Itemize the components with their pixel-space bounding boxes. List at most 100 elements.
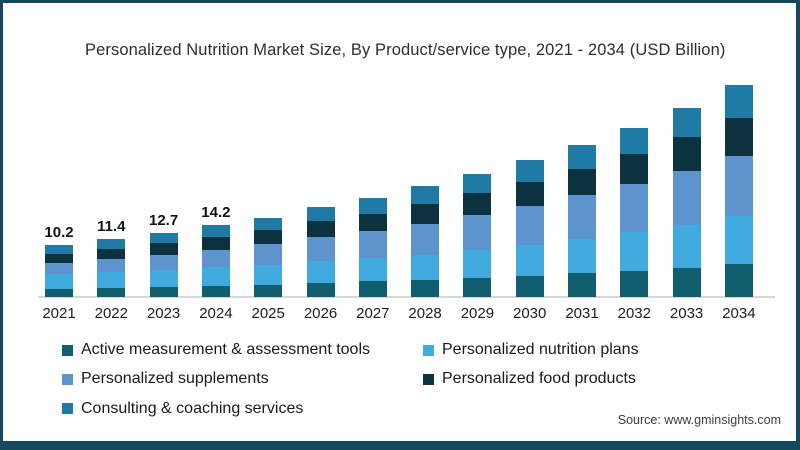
- bar-segment: [149, 254, 178, 270]
- bar-segment: [45, 245, 73, 254]
- bar-value-label: 11.4: [97, 218, 126, 236]
- bar-segment: [620, 154, 649, 184]
- bar-2030: [515, 160, 544, 297]
- bar-2027: [358, 198, 387, 297]
- bar-segment: [306, 282, 335, 297]
- bar-value-label: 12.7: [148, 211, 179, 229]
- bar-segment: [45, 273, 73, 289]
- x-tick-label: 2026: [303, 305, 338, 322]
- bar-segment: [620, 127, 649, 155]
- bar-2021: [45, 245, 73, 297]
- x-axis-line: [38, 296, 775, 298]
- legend-item: Personalized supplements: [62, 370, 269, 388]
- bar-segment: [463, 215, 492, 251]
- legend-swatch: [62, 403, 73, 415]
- bar-segment: [97, 239, 126, 249]
- legend-swatch: [62, 344, 73, 356]
- bar-value-label: 10.2: [44, 224, 74, 242]
- bar-segment: [254, 244, 283, 265]
- bar-segment: [201, 249, 230, 268]
- bar-segment: [672, 267, 701, 297]
- bar-segment: [724, 85, 753, 119]
- bar-segment: [620, 232, 649, 271]
- bar-segment: [515, 181, 544, 207]
- bar-segment: [45, 253, 73, 263]
- bar-2022: [97, 239, 126, 297]
- bar-segment: [568, 273, 596, 297]
- bar-segment: [149, 243, 178, 255]
- bar-segment: [672, 137, 701, 171]
- x-tick-label: 2029: [460, 305, 495, 322]
- legend-item: Personalized food products: [423, 370, 636, 387]
- bar-2023: [149, 232, 178, 297]
- bar-segment: [358, 198, 387, 214]
- x-tick-label: 2034: [722, 305, 756, 322]
- bar-segment: [515, 160, 544, 182]
- bar-segment: [149, 286, 178, 297]
- bar-2026: [306, 207, 335, 297]
- legend-label: Personalized nutrition plans: [442, 341, 639, 358]
- bar-segment: [515, 206, 544, 245]
- bar-segment: [620, 270, 649, 297]
- bar-segment: [411, 223, 440, 255]
- chart-title: Personalized Nutrition Market Size, By P…: [85, 41, 726, 59]
- bar-segment: [358, 258, 387, 282]
- bar-segment: [97, 287, 126, 297]
- bar-segment: [568, 144, 596, 169]
- bar-segment: [97, 258, 126, 272]
- bar-segment: [97, 248, 126, 259]
- bar-segment: [45, 288, 73, 297]
- source-text: Source: www.gminsights.com: [617, 413, 781, 427]
- legend-item: Consulting & coaching services: [62, 399, 304, 417]
- bar-segment: [201, 285, 230, 297]
- x-tick-label: 2024: [199, 305, 233, 322]
- bar-segment: [411, 186, 440, 205]
- bar-segment: [515, 275, 544, 297]
- bar-segment: [45, 262, 73, 274]
- bar-segment: [149, 269, 178, 287]
- x-tick-label: 2028: [408, 305, 442, 322]
- bar-segment: [724, 118, 753, 157]
- bar-2025: [254, 217, 283, 297]
- bar-segment: [306, 207, 335, 222]
- bar-segment: [463, 250, 492, 278]
- bar-segment: [724, 216, 753, 265]
- bar-segment: [411, 279, 440, 297]
- x-tick-label: 2022: [94, 305, 128, 322]
- bar-segment: [306, 221, 335, 238]
- legend-label: Consulting & coaching services: [81, 399, 304, 417]
- bar-segment: [149, 232, 178, 244]
- bar-segment: [568, 195, 596, 239]
- x-tick-label: 2030: [513, 305, 547, 322]
- bar-segment: [463, 193, 492, 216]
- bar-2024: [201, 225, 230, 297]
- legend-swatch: [423, 373, 434, 385]
- x-tick-label: 2025: [251, 305, 285, 322]
- legend-label: Active measurement & assessment tools: [81, 341, 371, 358]
- legend-swatch: [62, 373, 73, 385]
- bar-2028: [411, 186, 440, 297]
- bar-segment: [568, 168, 596, 196]
- bar-segment: [97, 271, 126, 288]
- bar-segment: [672, 108, 701, 138]
- bar-segment: [201, 267, 230, 286]
- bar-segment: [254, 264, 283, 285]
- bar-segment: [358, 231, 387, 259]
- x-tick-label: 2031: [565, 305, 599, 322]
- bar-segment: [201, 236, 230, 250]
- x-tick-label: 2021: [42, 305, 76, 322]
- bar-segment: [254, 230, 283, 245]
- bar-2029: [463, 174, 492, 297]
- bar-segment: [724, 156, 753, 217]
- bar-segment: [358, 213, 387, 232]
- legend-label: Personalized supplements: [81, 370, 269, 388]
- x-tick-label: 2033: [669, 305, 704, 322]
- bar-segment: [411, 254, 440, 280]
- legend-item: Personalized nutrition plans: [423, 341, 639, 358]
- bar-segment: [306, 261, 335, 283]
- bar-segment: [358, 281, 387, 297]
- bar-segment: [568, 238, 596, 274]
- x-tick-label: 2023: [146, 305, 181, 322]
- bar-segment: [620, 183, 649, 233]
